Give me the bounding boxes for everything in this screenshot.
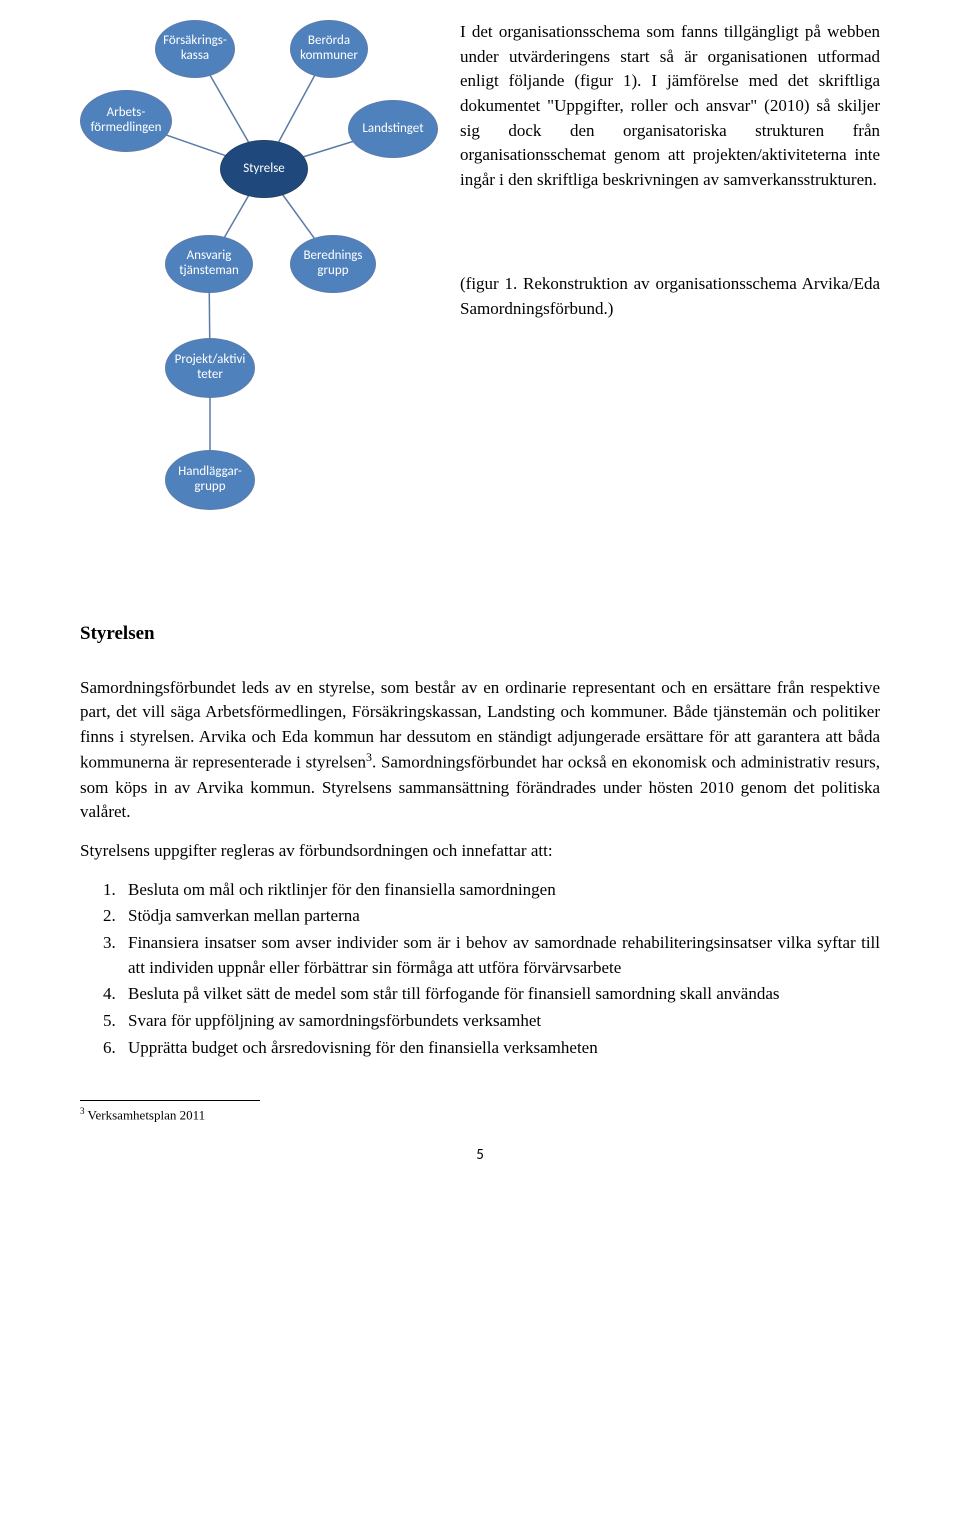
diagram-node-label: Beredningsgrupp	[303, 249, 362, 279]
diagram-node-label: Projekt/aktiviteter	[175, 353, 246, 383]
diagram-node-label: Arbets-förmedlingen	[91, 106, 162, 136]
diagram-node-label: Berördakommuner	[300, 34, 358, 64]
organisation-diagram: Försäkrings-kassa Berördakommuner Arbets-f…	[80, 20, 440, 580]
task-item: Besluta på vilket sätt de medel som står…	[120, 982, 880, 1007]
section-heading-styrelsen: Styrelsen	[80, 620, 880, 648]
task-item: Finansiera insatser som avser individer …	[120, 931, 880, 980]
diagram-node-label: Ansvarigtjänsteman	[179, 249, 239, 279]
footnote: 3 Verksamhetsplan 2011	[80, 1105, 880, 1125]
tasks-intro: Styrelsens uppgifter regleras av förbund…	[80, 839, 880, 864]
paragraph-intro: I det organisationsschema som fanns till…	[460, 20, 880, 192]
task-item: Upprätta budget och årsredovisning för d…	[120, 1036, 880, 1061]
diagram-node-handlaggar: Handläggar-grupp	[165, 450, 255, 510]
tasks-list: Besluta om mål och riktlinjer för den fi…	[80, 878, 880, 1060]
diagram-node-ansvarig: Ansvarigtjänsteman	[165, 235, 253, 293]
footnote-rule	[80, 1100, 260, 1101]
task-item: Besluta om mål och riktlinjer för den fi…	[120, 878, 880, 903]
footnote-text: Verksamhetsplan 2011	[85, 1108, 206, 1123]
page-number: 5	[80, 1145, 880, 1167]
figure-caption: (figur 1. Rekonstruktion av organisation…	[460, 272, 880, 321]
diagram-node-label: Styrelse	[243, 162, 285, 177]
diagram-node-projekt: Projekt/aktiviteter	[165, 338, 255, 398]
diagram-node-arbets: Arbets-förmedlingen	[80, 90, 172, 152]
task-item: Stödja samverkan mellan parterna	[120, 904, 880, 929]
diagram-node-styrelse: Styrelse	[220, 140, 308, 198]
diagram-node-label: Försäkrings-kassa	[163, 34, 227, 64]
paragraph-styrelse: Samordningsförbundet leds av en styrelse…	[80, 676, 880, 826]
task-item: Svara för uppföljning av samordningsförb…	[120, 1009, 880, 1034]
diagram-node-forsakring: Försäkrings-kassa	[155, 20, 235, 78]
diagram-node-berorda: Berördakommuner	[290, 20, 368, 78]
diagram-node-label: Landstinget	[362, 122, 423, 137]
diagram-node-label: Handläggar-grupp	[178, 465, 242, 495]
diagram-node-landstinget: Landstinget	[348, 100, 438, 158]
diagram-node-berednings: Beredningsgrupp	[290, 235, 376, 293]
